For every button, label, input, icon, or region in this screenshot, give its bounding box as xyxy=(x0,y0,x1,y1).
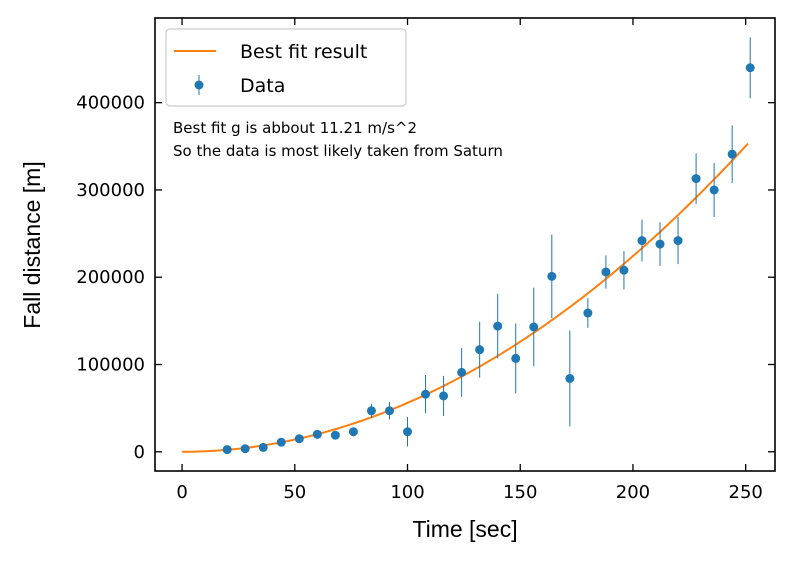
data-point xyxy=(457,367,467,377)
axis-ticks: 0 50 100 150 200 250 0 100000 200000 300000 400000 xyxy=(76,18,775,503)
data-point xyxy=(403,427,413,437)
data-point xyxy=(691,174,701,184)
x-tick-label: 150 xyxy=(503,482,537,503)
data-point xyxy=(348,427,358,437)
data-point xyxy=(240,444,250,454)
y-tick-label: 0 xyxy=(134,442,145,463)
x-tick-label: 0 xyxy=(176,482,187,503)
legend-label-data: Data xyxy=(240,75,285,97)
x-axis-label: Time [sec] xyxy=(412,516,517,542)
data-point xyxy=(294,434,304,444)
annotation-line-2: So the data is most likely taken from Sa… xyxy=(173,142,503,160)
data-point xyxy=(709,185,719,195)
data-point xyxy=(475,345,485,355)
data-point xyxy=(439,391,449,401)
data-point xyxy=(276,437,286,447)
y-tick-label: 400000 xyxy=(76,93,145,114)
data-point xyxy=(421,389,431,399)
annotation-line-1: Best fit g is abbout 11.21 m/s^2 xyxy=(173,119,417,137)
data-point xyxy=(655,239,665,249)
data-point xyxy=(258,442,268,452)
data-point xyxy=(727,149,737,159)
legend-label-fit: Best fit result xyxy=(240,41,367,63)
annotation-box: Best fit g is abbout 11.21 m/s^2 So the … xyxy=(173,119,503,160)
data-point xyxy=(673,236,683,246)
y-tick-label: 300000 xyxy=(76,180,145,201)
axes-frame xyxy=(154,17,776,472)
data-point xyxy=(330,430,340,440)
data-point xyxy=(312,429,322,439)
data-point xyxy=(583,308,593,318)
data-point xyxy=(384,406,394,416)
plot-area xyxy=(182,37,755,455)
data-point xyxy=(222,445,232,455)
data-point xyxy=(511,353,521,363)
data-point xyxy=(529,322,539,332)
x-tick-label: 100 xyxy=(390,482,424,503)
legend-data-marker xyxy=(194,80,204,90)
data-point xyxy=(366,406,376,416)
y-axis-label: Fall distance [m] xyxy=(19,161,45,328)
data-point xyxy=(493,321,503,331)
x-tick-label: 250 xyxy=(729,482,763,503)
data-point xyxy=(601,267,611,277)
x-tick-label: 200 xyxy=(616,482,650,503)
legend: Best fit result Data xyxy=(165,28,407,107)
data-point xyxy=(565,373,575,383)
x-tick-label: 50 xyxy=(283,482,306,503)
data-point xyxy=(745,63,755,73)
y-tick-label: 200000 xyxy=(76,267,145,288)
y-tick-label: 100000 xyxy=(76,355,145,376)
data-point xyxy=(619,265,629,275)
data-point xyxy=(547,271,557,281)
data-point xyxy=(637,236,647,246)
legend-box xyxy=(165,28,407,107)
